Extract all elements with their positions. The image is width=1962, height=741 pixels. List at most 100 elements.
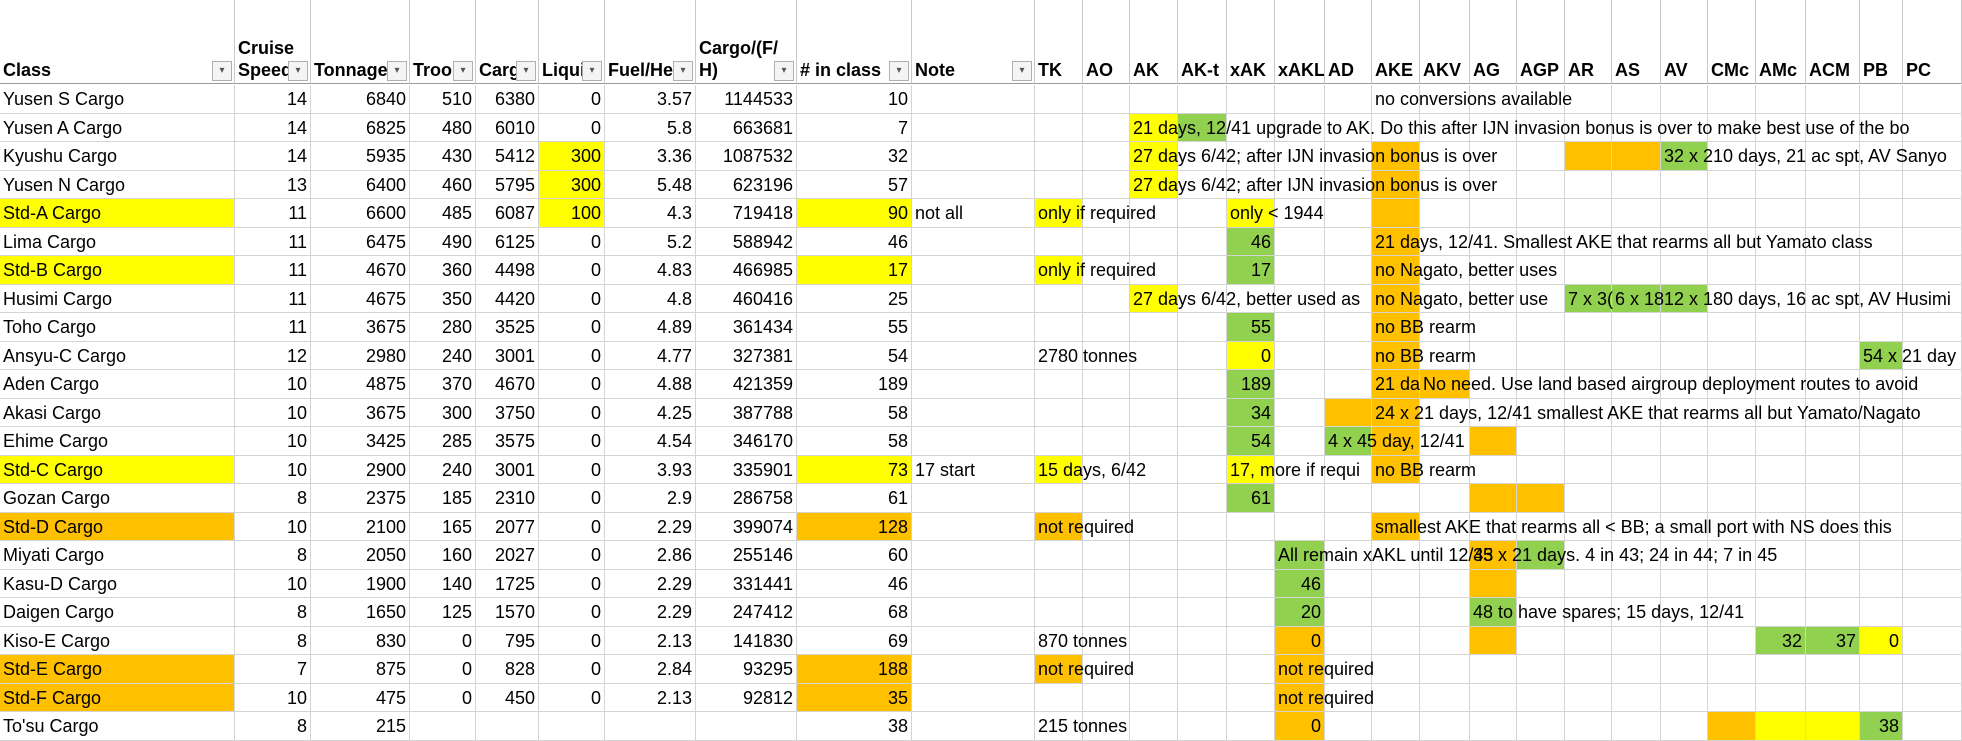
cell-cargo[interactable]: 6125 [476, 227, 539, 256]
cell-acm[interactable]: 37 [1806, 626, 1860, 655]
cell-ake[interactable] [1372, 427, 1420, 456]
cell-cruise-speed[interactable]: 10 [235, 370, 311, 399]
cell-tonnage[interactable]: 875 [311, 655, 410, 684]
cell-troops[interactable]: 140 [410, 569, 476, 598]
filter-dropdown-icon[interactable]: ▾ [774, 61, 794, 81]
cell-cruise-speed[interactable]: 8 [235, 712, 311, 741]
cell-ao[interactable] [1083, 227, 1130, 256]
cell-tk[interactable] [1035, 541, 1083, 570]
cell-pb[interactable] [1860, 227, 1903, 256]
cell-pb[interactable] [1860, 284, 1903, 313]
cell-av[interactable] [1661, 227, 1708, 256]
cell-cargo[interactable] [476, 712, 539, 741]
cell-xakl[interactable]: 0 [1275, 712, 1325, 741]
cell-as[interactable] [1612, 199, 1661, 228]
cell-cargo-f-h[interactable]: 1144533 [696, 85, 797, 114]
cell-note[interactable] [912, 655, 1035, 684]
cell-pb[interactable] [1860, 85, 1903, 114]
cell-ad[interactable] [1325, 626, 1372, 655]
cell-cargo[interactable]: 5412 [476, 142, 539, 171]
cell-av[interactable] [1661, 85, 1708, 114]
cell-tk[interactable] [1035, 655, 1083, 684]
class-name-cell[interactable]: Ansyu-C Cargo [0, 341, 235, 370]
cell-cmc[interactable] [1708, 113, 1756, 142]
cell-as[interactable] [1612, 712, 1661, 741]
column-header-amc[interactable]: AMc [1756, 0, 1806, 84]
cell-pc[interactable] [1903, 113, 1962, 142]
cell-ak-t[interactable] [1178, 484, 1227, 513]
cell-in-class[interactable]: 7 [797, 113, 912, 142]
cell-xak[interactable] [1227, 683, 1275, 712]
cell-as[interactable] [1612, 541, 1661, 570]
cell-ak-t[interactable] [1178, 85, 1227, 114]
cell-ao[interactable] [1083, 455, 1130, 484]
cell-troops[interactable]: 360 [410, 256, 476, 285]
cell-in-class[interactable]: 55 [797, 313, 912, 342]
cell-cmc[interactable] [1708, 341, 1756, 370]
cell-xak[interactable]: 46 [1227, 227, 1275, 256]
class-name-cell[interactable]: Gozan Cargo [0, 484, 235, 513]
class-name-cell[interactable]: Std-B Cargo [0, 256, 235, 285]
filter-dropdown-icon[interactable]: ▾ [889, 61, 909, 81]
cell-akv[interactable] [1420, 142, 1470, 171]
cell-cargo-f-h[interactable]: 387788 [696, 398, 797, 427]
cell-xak[interactable] [1227, 455, 1275, 484]
cell-ak-t[interactable] [1178, 655, 1227, 684]
cell-fuel-hex[interactable]: 5.48 [605, 170, 696, 199]
cell-acm[interactable] [1806, 341, 1860, 370]
cell-amc[interactable] [1756, 170, 1806, 199]
cell-ar[interactable] [1565, 484, 1612, 513]
filter-dropdown-icon[interactable]: ▾ [453, 61, 473, 81]
cell-cmc[interactable] [1708, 313, 1756, 342]
class-name-cell[interactable]: Std-F Cargo [0, 683, 235, 712]
cell-av[interactable] [1661, 626, 1708, 655]
cell-troops[interactable]: 490 [410, 227, 476, 256]
cell-tk[interactable] [1035, 142, 1083, 171]
column-header-agp[interactable]: AGP [1517, 0, 1565, 84]
cell-cargo-f-h[interactable]: 1087532 [696, 142, 797, 171]
cell-pb[interactable] [1860, 142, 1903, 171]
cell-ak[interactable] [1130, 227, 1178, 256]
cell-acm[interactable] [1806, 313, 1860, 342]
cell-cargo-f-h[interactable]: 719418 [696, 199, 797, 228]
cell-akv[interactable] [1420, 683, 1470, 712]
cell-ad[interactable] [1325, 712, 1372, 741]
cell-fuel-hex[interactable]: 2.13 [605, 683, 696, 712]
cell-tonnage[interactable]: 4670 [311, 256, 410, 285]
cell-ar[interactable] [1565, 142, 1612, 171]
cell-note[interactable] [912, 113, 1035, 142]
cell-tonnage[interactable]: 1900 [311, 569, 410, 598]
cell-cargo[interactable]: 3750 [476, 398, 539, 427]
cell-ak[interactable] [1130, 455, 1178, 484]
cell-ar[interactable] [1565, 85, 1612, 114]
cell-cruise-speed[interactable]: 10 [235, 455, 311, 484]
cell-xakl[interactable]: 46 [1275, 569, 1325, 598]
cell-amc[interactable] [1756, 712, 1806, 741]
cell-tk[interactable] [1035, 85, 1083, 114]
class-name-cell[interactable]: Std-C Cargo [0, 455, 235, 484]
cell-pc[interactable] [1903, 512, 1962, 541]
cell-av[interactable] [1661, 512, 1708, 541]
cell-troops[interactable]: 350 [410, 284, 476, 313]
cell-xakl[interactable] [1275, 370, 1325, 399]
cell-tk[interactable] [1035, 398, 1083, 427]
cell-pb[interactable] [1860, 683, 1903, 712]
cell-pc[interactable] [1903, 142, 1962, 171]
cell-tonnage[interactable]: 2980 [311, 341, 410, 370]
cell-tk[interactable] [1035, 598, 1083, 627]
cell-av[interactable] [1661, 341, 1708, 370]
cell-av[interactable] [1661, 113, 1708, 142]
cell-ak[interactable] [1130, 626, 1178, 655]
cell-ag[interactable] [1470, 512, 1517, 541]
cell-ak-t[interactable] [1178, 370, 1227, 399]
cell-in-class[interactable]: 38 [797, 712, 912, 741]
cell-tonnage[interactable]: 2375 [311, 484, 410, 513]
cell-cargo-f-h[interactable]: 361434 [696, 313, 797, 342]
cell-cargo[interactable]: 2077 [476, 512, 539, 541]
cell-ak[interactable] [1130, 142, 1178, 171]
column-header-liquid[interactable]: Liquid ▾ [539, 0, 605, 84]
cell-pb[interactable] [1860, 199, 1903, 228]
cell-note[interactable] [912, 427, 1035, 456]
cell-tk[interactable] [1035, 626, 1083, 655]
cell-pb[interactable] [1860, 569, 1903, 598]
